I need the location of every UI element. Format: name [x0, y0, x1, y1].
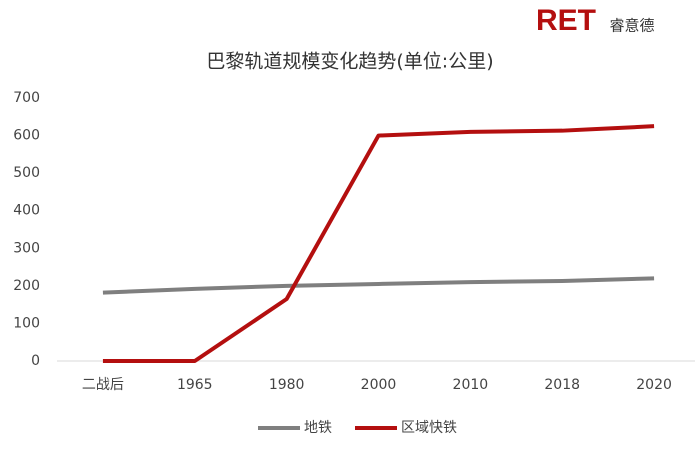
- y-tick-label: 0: [31, 353, 40, 369]
- x-tick-label: 1980: [269, 377, 305, 393]
- x-tick-label: 2010: [453, 377, 489, 393]
- y-tick-label: 500: [13, 165, 40, 181]
- series-line: [102, 124, 655, 363]
- logo-mark: RET: [536, 4, 596, 37]
- logo-name: 睿意德: [609, 17, 654, 35]
- x-tick-label: 1965: [177, 377, 213, 393]
- x-tick-label: 2020: [636, 377, 672, 393]
- x-tick-label: 二战后: [82, 377, 124, 393]
- chart-title: 巴黎轨道规模变化趋势(单位:公里): [206, 51, 493, 73]
- y-tick-label: 100: [13, 315, 40, 331]
- x-tick-label: 2000: [361, 377, 397, 393]
- y-tick-label: 400: [13, 203, 40, 219]
- y-tick-label: 700: [13, 90, 40, 106]
- series-line: [102, 276, 655, 295]
- y-tick-label: 300: [13, 240, 40, 256]
- legend-label: 区域快铁: [401, 420, 457, 436]
- x-tick-label: 2018: [544, 377, 580, 393]
- y-tick-label: 600: [13, 128, 40, 144]
- y-tick-label: 200: [13, 278, 40, 294]
- legend-label: 地铁: [304, 420, 332, 436]
